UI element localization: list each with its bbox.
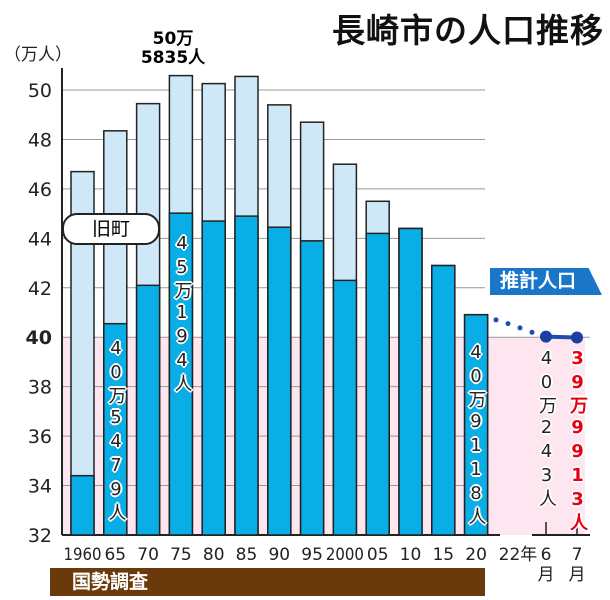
label-1965: 40万5479人 [105,338,127,524]
bar-city [201,220,226,536]
x-tick-label: 20 [465,545,487,565]
x-tick-label: 65 [104,545,126,565]
y-tick-label: 42 [28,278,52,300]
peak-annotation: 50万 5835人 [138,30,208,68]
peak-line-1: 50万 [152,29,194,49]
x-tick-label: 85 [236,545,258,565]
bar-city [267,226,292,536]
bar-city [299,240,325,536]
legend-kyu: 旧町 [62,213,160,245]
bar-city [463,313,489,536]
bar-city [70,474,95,536]
x-tick-label: 05 [367,545,389,565]
x-tick-label: 80 [203,545,225,565]
bar-city [332,279,358,536]
bar-city [365,232,390,536]
y-tick-label: 50 [28,80,52,102]
label-2020: 40万9118人 [465,342,487,528]
x-tick-label: 1960 [64,545,102,565]
trend-dot [505,321,511,327]
month-label: 7 [572,545,583,565]
bar-city [135,284,161,536]
y-tick-label: 48 [28,129,52,151]
trend-dot [529,329,535,335]
x-tick-label: 90 [268,545,290,565]
census-label: 国勢調査 [50,568,485,596]
y-tick-label: 36 [28,426,52,448]
x-tick-label: 75 [170,545,192,565]
year-label: 22年 [499,545,538,565]
y-tick-label: 32 [28,525,52,547]
estimate-point [540,330,552,343]
y-tick-label: 34 [28,476,52,498]
estimate-point [571,331,583,344]
peak-line-2: 5835人 [140,48,206,68]
trend-dot [517,325,523,331]
y-tick-label: 46 [28,179,52,201]
y-tick-label: 38 [28,377,52,399]
trend-dot [493,317,499,323]
x-tick-label: 15 [432,545,454,565]
estimate-value-label-june: 40万243人 [536,348,557,510]
bar-city [103,322,128,536]
month-label: 月 [569,565,586,585]
y-tick-label: 40 [26,327,52,349]
x-tick-label: 70 [137,545,159,565]
chart-title: 長崎市の人口推移 [332,11,604,50]
bar-city [431,264,456,536]
month-label: 月 [538,565,555,585]
x-tick-label: 2000 [326,545,364,565]
estimate-value-label-july: 39万9913人 [567,348,588,534]
bar-city [168,212,194,536]
bar-city [234,215,259,536]
month-label: 6 [541,545,552,565]
label-1975: 45万194人 [171,233,193,395]
y-tick-label: 44 [28,228,52,250]
y-axis-label: （万人） [4,45,72,65]
x-tick-label: 10 [400,545,422,565]
bar-city [398,227,423,536]
x-tick-label: 95 [301,545,323,565]
estimate-label: 推計人口 [490,268,602,295]
